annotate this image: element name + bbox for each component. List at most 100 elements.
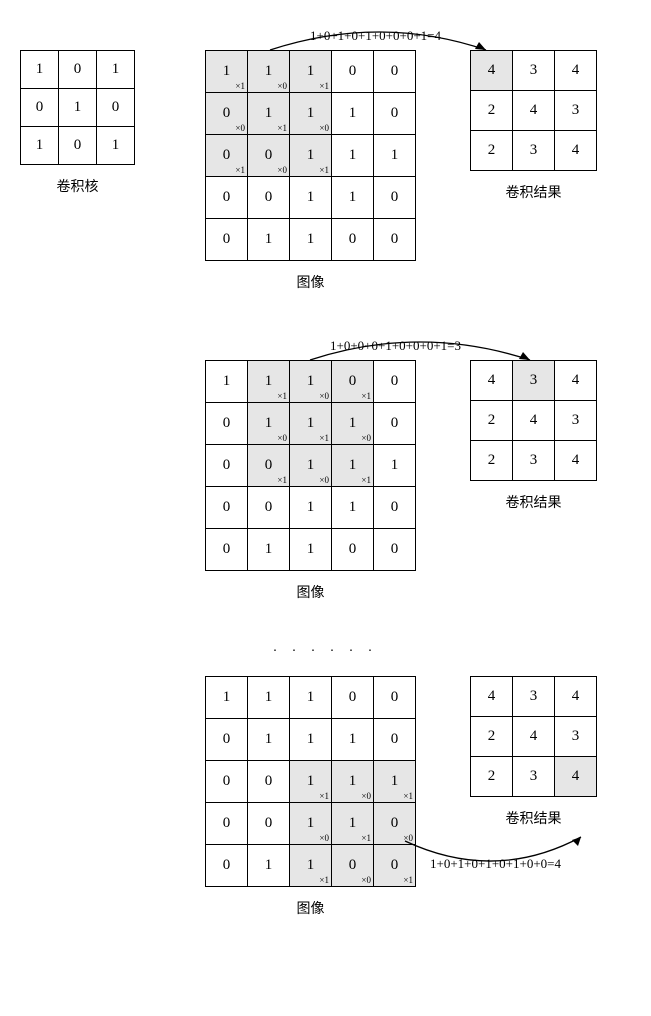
r-cell: 4 (471, 51, 513, 91)
image-grid-3: 1 1 1 0 0 0 1 1 1 0 0 0 1×1 1×0 (205, 676, 416, 887)
mult: ×1 (235, 166, 245, 175)
r-cell: 4 (555, 757, 597, 797)
equation-3: 1+0+1+0+1+0+1+0+0=4 (430, 856, 561, 872)
i-cell: 0 (332, 529, 374, 571)
image-caption: 图像 (205, 898, 416, 918)
mult: ×0 (319, 834, 329, 843)
i-cell: 1×1 (248, 93, 290, 135)
r-cell: 4 (471, 361, 513, 401)
r-cell: 4 (555, 677, 597, 717)
result-caption: 卷积结果 (470, 182, 597, 202)
i-cell: 1×0 (290, 93, 332, 135)
r-cell: 4 (555, 361, 597, 401)
i-cell: 1 (290, 719, 332, 761)
i-cell: 0 (206, 845, 248, 887)
i-cell: 1×0 (332, 403, 374, 445)
mult: ×1 (319, 792, 329, 801)
i-cell: 1 (332, 177, 374, 219)
mult: ×0 (361, 434, 371, 443)
mult: ×1 (403, 876, 413, 885)
mult: ×1 (319, 82, 329, 91)
image-panel-1: 1×1 1×0 1×1 0 0 0×0 1×1 1×0 1 0 0×1 0×0 … (205, 50, 416, 292)
i-cell: 0×0 (206, 93, 248, 135)
i-cell: 1×0 (290, 803, 332, 845)
mult: ×1 (319, 876, 329, 885)
i-cell: 1×1 (332, 803, 374, 845)
i-cell: 1×1 (248, 361, 290, 403)
k-cell: 1 (97, 127, 135, 165)
image-panel-3: 1 1 1 0 0 0 1 1 1 0 0 0 1×1 1×0 (205, 676, 416, 918)
i-cell: 0 (206, 177, 248, 219)
r-cell: 4 (513, 401, 555, 441)
r-cell: 2 (471, 131, 513, 171)
mult: ×1 (361, 476, 371, 485)
r-cell: 3 (513, 131, 555, 171)
r-cell: 2 (471, 717, 513, 757)
k-cell: 0 (21, 89, 59, 127)
i-cell: 0 (206, 403, 248, 445)
r-cell: 4 (555, 441, 597, 481)
kernel-caption: 卷积核 (20, 176, 135, 196)
i-cell: 1 (290, 529, 332, 571)
mult: ×0 (319, 392, 329, 401)
i-cell: 1 (290, 177, 332, 219)
i-cell: 1×1 (290, 51, 332, 93)
mult: ×1 (361, 834, 371, 843)
i-cell: 0×0 (248, 135, 290, 177)
mult: ×1 (319, 434, 329, 443)
result-grid-2: 434 243 234 (470, 360, 597, 481)
i-cell: 1 (248, 845, 290, 887)
k-cell: 0 (59, 127, 97, 165)
i-cell: 1 (206, 677, 248, 719)
mult: ×0 (319, 476, 329, 485)
i-cell: 0 (332, 51, 374, 93)
i-cell: 0 (206, 219, 248, 261)
k-cell: 1 (97, 51, 135, 89)
r-cell: 2 (471, 441, 513, 481)
i-cell: 1 (374, 135, 416, 177)
r-cell: 4 (555, 51, 597, 91)
r-cell: 4 (513, 91, 555, 131)
i-cell: 0 (248, 761, 290, 803)
r-cell: 3 (513, 51, 555, 91)
i-cell: 1×1 (290, 845, 332, 887)
ellipsis: . . . . . . (10, 640, 641, 656)
i-cell: 0 (374, 719, 416, 761)
i-cell: 0×1 (248, 445, 290, 487)
mult: ×1 (235, 82, 245, 91)
r-cell: 3 (555, 401, 597, 441)
i-cell: 0 (248, 803, 290, 845)
r-cell: 3 (513, 677, 555, 717)
result-panel-3: 434 243 234 卷积结果 (470, 676, 597, 828)
mult: ×1 (277, 392, 287, 401)
i-cell: 0 (206, 761, 248, 803)
mult: ×0 (319, 124, 329, 133)
i-cell: 0 (374, 487, 416, 529)
i-cell: 0 (206, 529, 248, 571)
i-cell: 0 (374, 529, 416, 571)
i-cell: 1 (290, 487, 332, 529)
i-cell: 0×1 (206, 135, 248, 177)
i-cell: 1 (332, 487, 374, 529)
mult: ×0 (277, 166, 287, 175)
result-caption: 卷积结果 (470, 492, 597, 512)
r-cell: 2 (471, 91, 513, 131)
image-caption: 图像 (205, 582, 416, 602)
i-cell: 0 (248, 487, 290, 529)
i-cell: 0×1 (374, 845, 416, 887)
i-cell: 1×0 (248, 51, 290, 93)
equation-1: 1+0+1+0+1+0+0+0+1=4 (310, 28, 441, 44)
i-cell: 1×1 (290, 135, 332, 177)
k-cell: 0 (59, 51, 97, 89)
k-cell: 1 (21, 127, 59, 165)
r-cell: 4 (555, 131, 597, 171)
i-cell: 1 (248, 219, 290, 261)
i-cell: 1 (374, 445, 416, 487)
i-cell: 1 (206, 361, 248, 403)
i-cell: 1×1 (206, 51, 248, 93)
i-cell: 1 (332, 719, 374, 761)
result-grid-3: 434 243 234 (470, 676, 597, 797)
kernel-panel: 101 010 101 卷积核 (20, 50, 135, 196)
image-panel-2: 1 1×1 1×0 0×1 0 0 1×0 1×1 1×0 0 0 0×1 1×… (205, 360, 416, 602)
mult: ×1 (277, 476, 287, 485)
